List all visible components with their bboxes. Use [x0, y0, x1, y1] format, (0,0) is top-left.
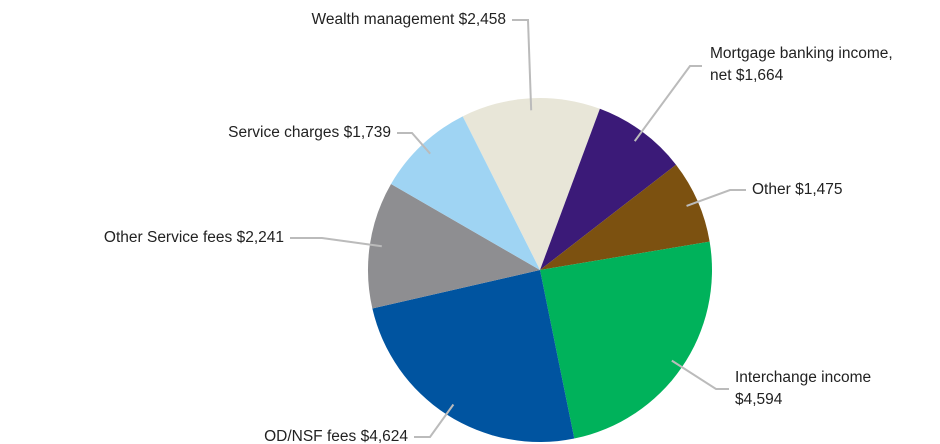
- value-label: $2,458: [458, 11, 506, 28]
- pie-slice: [540, 164, 710, 270]
- pie-slice: [368, 184, 540, 309]
- leader-line: [397, 132, 431, 155]
- category-label: Service charges: [228, 124, 340, 141]
- pie-slice: [372, 270, 575, 443]
- pie-slice: [462, 97, 600, 270]
- leader-line: [671, 359, 729, 390]
- category-label: Wealth management: [311, 11, 455, 28]
- pie-slice: [391, 116, 540, 270]
- value-label: $1,475: [795, 181, 843, 198]
- slice-label: Interchange income $4,594: [735, 367, 915, 411]
- pie-slice: [540, 108, 677, 270]
- slice-label: Other $1,475: [752, 179, 902, 201]
- pie-slice: [540, 241, 712, 439]
- leader-line: [414, 403, 455, 438]
- slice-label: Mortgage banking income, net $1,664: [710, 43, 900, 87]
- category-label: Other: [752, 181, 791, 198]
- leader-line: [290, 237, 382, 248]
- category-label: Interchange income: [735, 369, 872, 386]
- leader-line: [512, 19, 533, 111]
- leader-line: [633, 65, 702, 142]
- slice-label: Other Service fees $2,241: [0, 227, 284, 249]
- value-label: $4,624: [360, 428, 408, 444]
- value-label: $1,664: [735, 67, 784, 84]
- category-label: OD/NSF fees: [264, 428, 357, 444]
- slice-label: Service charges $1,739: [91, 122, 391, 144]
- category-label: Other Service fees: [103, 229, 233, 246]
- slice-label: Wealth management $2,458: [206, 9, 506, 31]
- leader-line: [686, 189, 746, 207]
- slice-label: OD/NSF fees $4,624: [108, 426, 408, 444]
- value-label: $4,594: [735, 391, 783, 408]
- value-label: $2,241: [236, 229, 284, 246]
- category-label: Mortgage banking income, net: [710, 45, 893, 84]
- value-label: $1,739: [343, 124, 391, 141]
